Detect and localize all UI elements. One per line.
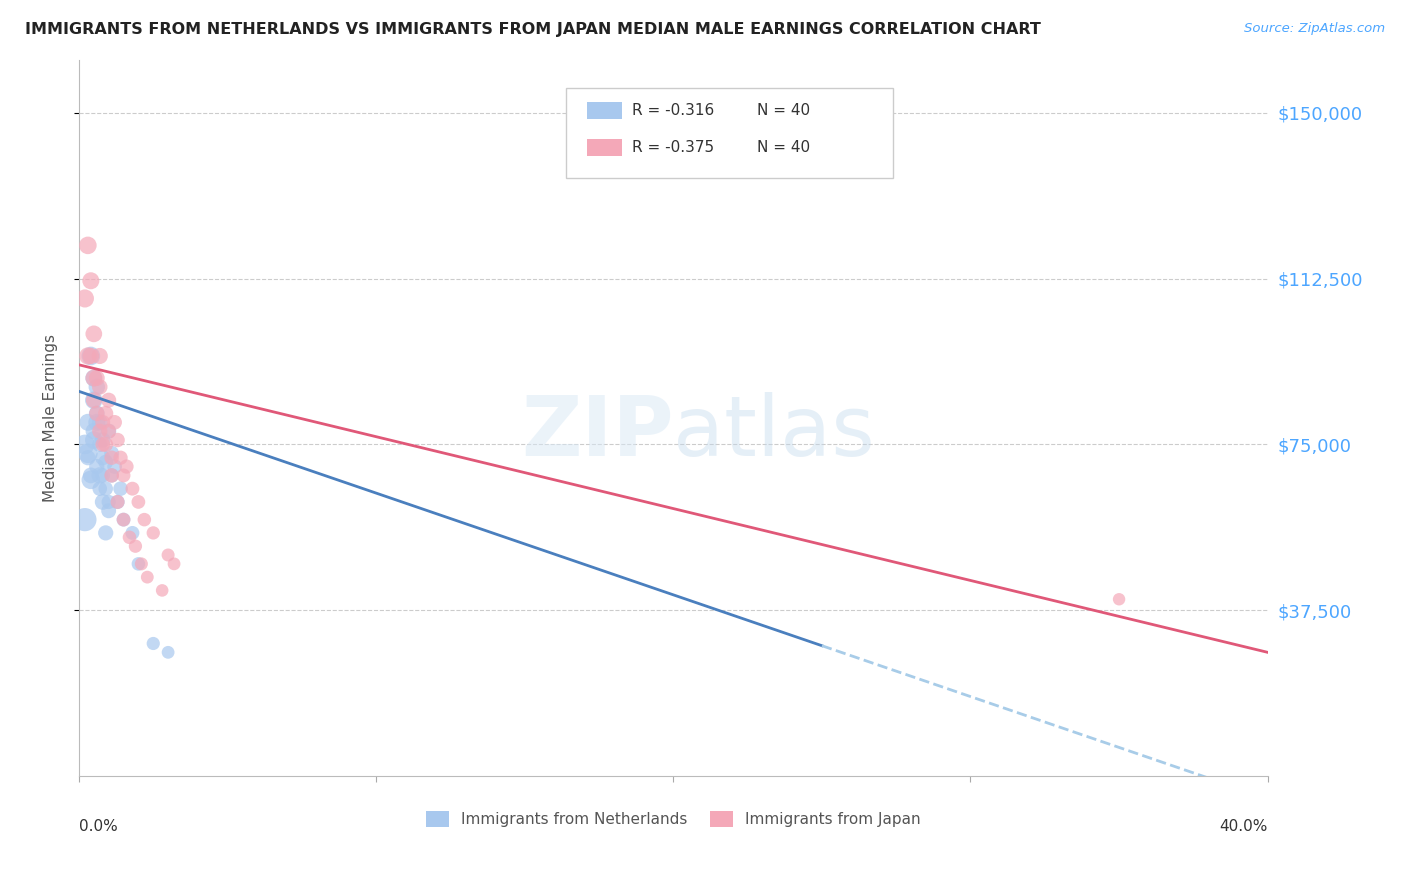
Point: [163, 557, 186, 571]
Text: R = -0.316: R = -0.316: [631, 103, 714, 118]
Point: [142, 636, 165, 650]
Point: [1108, 592, 1130, 607]
Point: [86, 407, 108, 421]
Point: [76, 238, 98, 252]
Point: [86, 407, 108, 421]
Point: [150, 583, 173, 598]
Point: [97, 393, 120, 408]
Point: [94, 525, 117, 540]
Text: ZIP: ZIP: [520, 392, 673, 473]
Point: [112, 513, 135, 527]
Point: [91, 437, 114, 451]
Point: [80, 473, 103, 487]
Point: [86, 380, 108, 394]
Point: [97, 495, 120, 509]
Point: [89, 380, 111, 394]
Point: [80, 468, 103, 483]
Point: [97, 424, 120, 438]
Text: R = -0.375: R = -0.375: [631, 140, 714, 155]
Point: [127, 495, 149, 509]
Point: [112, 468, 135, 483]
Point: [83, 393, 105, 408]
Point: [91, 450, 114, 465]
Point: [94, 437, 117, 451]
Text: atlas: atlas: [673, 392, 875, 473]
Point: [89, 424, 111, 438]
Point: [157, 548, 180, 562]
Text: 40.0%: 40.0%: [1219, 819, 1268, 834]
Point: [83, 424, 105, 438]
Point: [110, 482, 132, 496]
Point: [89, 482, 111, 496]
Point: [94, 407, 117, 421]
Point: [83, 393, 105, 408]
Point: [91, 415, 114, 429]
Point: [131, 557, 153, 571]
Point: [100, 468, 122, 483]
Point: [89, 415, 111, 429]
Text: Source: ZipAtlas.com: Source: ZipAtlas.com: [1244, 22, 1385, 36]
Point: [86, 415, 108, 429]
Point: [104, 459, 127, 474]
Point: [94, 455, 117, 469]
Text: N = 40: N = 40: [756, 140, 810, 155]
Point: [76, 446, 98, 460]
Point: [124, 539, 146, 553]
Point: [107, 495, 129, 509]
Point: [127, 557, 149, 571]
Point: [142, 525, 165, 540]
Point: [134, 513, 156, 527]
FancyBboxPatch shape: [567, 88, 893, 178]
FancyBboxPatch shape: [586, 139, 623, 156]
Point: [80, 274, 103, 288]
Point: [91, 468, 114, 483]
Point: [97, 424, 120, 438]
Text: N = 40: N = 40: [756, 103, 810, 118]
Point: [100, 468, 122, 483]
Point: [89, 349, 111, 363]
Text: 0.0%: 0.0%: [79, 819, 118, 834]
Y-axis label: Median Male Earnings: Median Male Earnings: [44, 334, 58, 502]
Point: [107, 495, 129, 509]
Point: [83, 433, 105, 447]
Point: [76, 415, 98, 429]
Point: [73, 292, 96, 306]
Point: [91, 433, 114, 447]
Point: [73, 437, 96, 451]
Point: [112, 513, 135, 527]
FancyBboxPatch shape: [586, 102, 623, 119]
Point: [80, 349, 103, 363]
Point: [94, 482, 117, 496]
Point: [86, 371, 108, 385]
Text: IMMIGRANTS FROM NETHERLANDS VS IMMIGRANTS FROM JAPAN MEDIAN MALE EARNINGS CORREL: IMMIGRANTS FROM NETHERLANDS VS IMMIGRANT…: [25, 22, 1042, 37]
Point: [76, 349, 98, 363]
Point: [107, 433, 129, 447]
Point: [86, 459, 108, 474]
Point: [121, 482, 143, 496]
Point: [80, 349, 103, 363]
Point: [83, 326, 105, 341]
Point: [83, 371, 105, 385]
Point: [115, 459, 138, 474]
Point: [110, 450, 132, 465]
Point: [89, 437, 111, 451]
Point: [100, 450, 122, 465]
Point: [73, 513, 96, 527]
Point: [97, 504, 120, 518]
Legend: Immigrants from Netherlands, Immigrants from Japan: Immigrants from Netherlands, Immigrants …: [419, 805, 927, 833]
Point: [89, 468, 111, 483]
Point: [118, 530, 141, 544]
Point: [91, 495, 114, 509]
Point: [100, 446, 122, 460]
Point: [76, 450, 98, 465]
Point: [104, 415, 127, 429]
Point: [136, 570, 159, 584]
Point: [121, 525, 143, 540]
Point: [157, 645, 180, 659]
Point: [83, 371, 105, 385]
